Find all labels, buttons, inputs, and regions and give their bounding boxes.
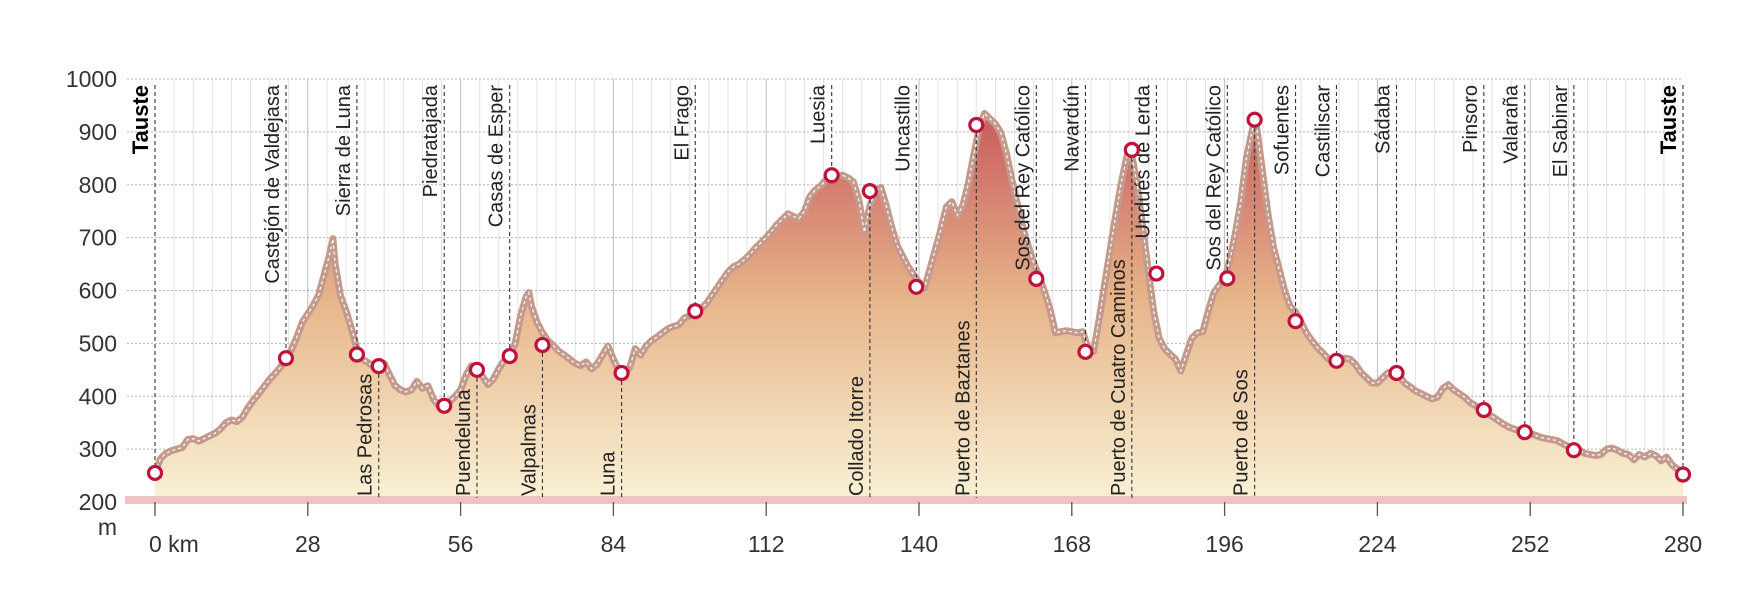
location-label-sierra-de-luna: Sierra de Luna: [333, 84, 355, 216]
y-unit-label: m: [98, 514, 117, 540]
x-tick-label: 56: [448, 531, 474, 557]
location-marker-undues-de-lerda: [1148, 265, 1165, 282]
location-label-el-sabinar: El Sabinar: [1550, 85, 1572, 178]
location-label-casas-de-esper: Casas de Esper: [486, 85, 508, 228]
location-marker-el-frago: [687, 303, 704, 320]
location-marker-sierra-de-luna: [348, 346, 366, 363]
location-marker-casas-de-esper: [501, 347, 518, 365]
location-label-puendeluna: Puendeluna: [453, 388, 475, 496]
location-marker-uncastillo: [908, 278, 925, 295]
x-tick-label: 140: [900, 531, 938, 557]
location-marker-puerto-de-baztanes: [968, 116, 985, 134]
location-label-puerto-de-baztanes: Puerto de Baztanes: [952, 320, 974, 496]
location-marker-puendeluna: [468, 361, 486, 378]
location-marker-tauste: [1674, 466, 1692, 483]
y-tick-label: 600: [79, 278, 117, 304]
x-tick-label: 252: [1511, 531, 1549, 557]
location-marker-collado-itorre: [861, 182, 878, 200]
location-label-pinsoro: Pinsoro: [1460, 85, 1482, 153]
location-marker-sofuentes: [1287, 313, 1304, 330]
x-tick-label: 28: [295, 531, 321, 557]
location-label-sofuentes: Sofuentes: [1272, 85, 1294, 175]
y-tick-label: 700: [79, 225, 117, 251]
location-marker-puerto-de-sos: [1246, 111, 1263, 128]
location-marker-sadaba: [1388, 364, 1405, 382]
location-label-tauste: Tauste: [1656, 85, 1681, 154]
location-label-sos-del-rey-catolico: Sos del Rey Católico: [1203, 85, 1225, 271]
baseline-band: [125, 496, 1687, 504]
location-label-luna: Luna: [598, 451, 620, 496]
location-marker-puerto-de-cuatro-caminos: [1123, 141, 1140, 158]
location-label-piedratajada: Piedratajada: [420, 84, 442, 197]
y-tick-label: 900: [79, 119, 117, 145]
y-tick-label: 400: [79, 383, 117, 409]
location-label-tauste: Tauste: [128, 85, 153, 154]
location-marker-piedratajada: [436, 397, 453, 414]
x-tick-label: 224: [1358, 531, 1397, 557]
leader-lines: [154, 85, 1684, 498]
location-label-luesia: Luesia: [808, 84, 830, 144]
location-marker-castiliscar: [1328, 352, 1345, 369]
location-marker-castejon-de-valdejasa: [277, 350, 295, 367]
location-marker-las-pedrosas: [370, 358, 387, 375]
axes: 200 300 400 500 600 700 800 900 1000 m 0 km 28 56 84 1…: [66, 66, 1702, 557]
location-markers: [146, 111, 1692, 483]
elevation-fill: [155, 113, 1683, 503]
y-tick-label: 300: [79, 436, 117, 462]
x-tick-label: 84: [601, 531, 627, 557]
x-tick-label: 196: [1205, 531, 1243, 557]
location-marker-sos-del-rey-catolico: [1219, 270, 1236, 287]
location-label-las-pedrosas: Las Pedrosas: [355, 374, 377, 496]
location-marker-valpalmas: [534, 336, 551, 354]
location-label-uncastillo: Uncastillo: [892, 85, 914, 172]
x-tick-label: 280: [1664, 531, 1702, 557]
location-label-undues-de-lerda: Undués de Lerda: [1132, 84, 1154, 238]
location-label-sadaba: Sádaba: [1373, 84, 1395, 154]
location-marker-sos-del-rey-catolico: [1028, 270, 1045, 287]
location-label-collado-itorre: Collado Itorre: [846, 376, 868, 496]
location-label-valpalmas: Valpalmas: [518, 404, 540, 496]
location-label-castiliscar: Castiliscar: [1312, 85, 1334, 178]
location-marker-el-sabinar: [1565, 442, 1582, 459]
location-label-navardun: Navardún: [1061, 85, 1083, 172]
location-label-castejon-de-valdejasa: Castejón de Valdejasa: [262, 84, 284, 284]
y-tick-label: 200: [79, 489, 117, 515]
x-tick-label: 0 km: [149, 531, 199, 557]
location-marker-valarana: [1516, 424, 1533, 441]
location-label-puerto-de-sos: Puerto de Sos: [1231, 369, 1253, 496]
location-marker-tauste: [146, 464, 164, 482]
y-tick-label: 500: [79, 330, 117, 356]
location-label-valarana: Valaraña: [1501, 84, 1523, 163]
y-tick-label: 1000: [66, 66, 117, 92]
location-label-sos-del-rey-catolico: Sos del Rey Católico: [1012, 85, 1034, 271]
location-labels: Tauste Castejón de Valdejasa Sierra de Lun…: [128, 84, 1681, 496]
location-label-puerto-de-cuatro-caminos: Puerto de Cuatro Caminos: [1108, 259, 1130, 496]
location-marker-navardun: [1077, 343, 1094, 360]
x-tick-label: 112: [748, 531, 785, 557]
location-marker-pinsoro: [1475, 401, 1492, 419]
y-tick-label: 800: [79, 172, 117, 198]
location-marker-luesia: [823, 167, 840, 184]
location-marker-luna: [613, 364, 630, 382]
location-label-el-frago: El Frago: [671, 85, 693, 161]
x-tick-label: 168: [1053, 531, 1091, 557]
